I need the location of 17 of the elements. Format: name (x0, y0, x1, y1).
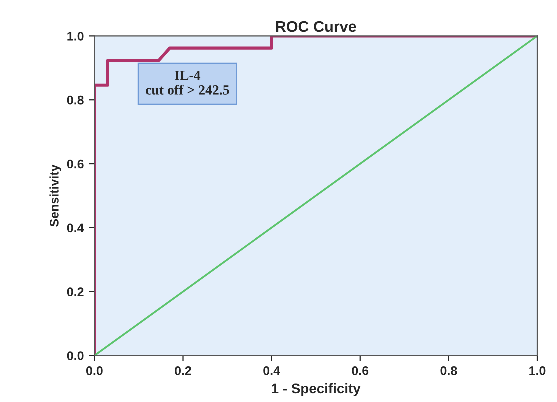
y-tick-label: 0.2 (67, 288, 84, 297)
x-tick-label: 0.0 (86, 366, 103, 376)
y-tick-label: 0.8 (67, 96, 84, 105)
y-axis-title: Sensitivity (50, 164, 62, 227)
y-tick-label: 0.4 (67, 224, 84, 233)
y-tick-label: 0.6 (67, 160, 84, 169)
x-tick-label: 0.6 (352, 366, 369, 376)
x-tick-label: 0.2 (175, 366, 192, 376)
x-tick-label: 0.8 (440, 366, 458, 376)
y-tick-label: 0.0 (67, 352, 84, 360)
line-series (94, 36, 538, 356)
x-tick-label: 0.4 (264, 366, 280, 376)
y-tick-label: 1.0 (68, 32, 84, 41)
chart-title: ROC Curve (276, 21, 356, 32)
x-tick-label: 1.0 (530, 366, 546, 376)
annotation: IL-4 cut off > 242.5 (146, 71, 230, 95)
x-axis-title: 1 - Specificity (272, 383, 361, 396)
